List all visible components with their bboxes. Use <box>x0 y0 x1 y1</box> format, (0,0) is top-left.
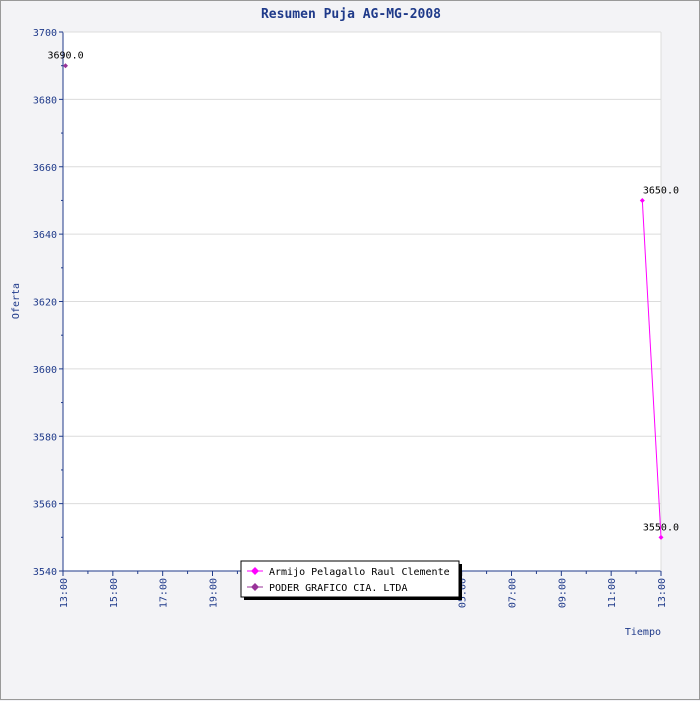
y-tick-label: 3680 <box>33 95 57 106</box>
legend-label-1: PODER GRAFICO CIA. LTDA <box>269 583 407 594</box>
series-layer: 3650.0 3550.0 3690.0 <box>47 51 679 540</box>
legend: Armijo Pelagallo Raul Clemente PODER GRA… <box>240 560 462 600</box>
legend-box <box>240 560 460 598</box>
x-tick-label: 05:00 <box>458 578 469 608</box>
data-point <box>658 534 664 540</box>
legend-marker-1 <box>251 583 259 591</box>
x-tick-label: 17:00 <box>159 578 170 608</box>
data-point <box>639 197 645 203</box>
y-tick-label: 3560 <box>33 500 57 511</box>
y-tick-label: 3640 <box>33 230 57 241</box>
y-tick-label: 3540 <box>33 567 57 578</box>
y-tick-label: 3620 <box>33 298 57 309</box>
y-axis-label: Oferta <box>11 283 22 319</box>
x-axis-label: Tiempo <box>625 627 661 638</box>
x-tick-label: 19:00 <box>209 578 220 608</box>
data-label: 3550.0 <box>643 522 679 533</box>
y-tick-label: 3700 <box>33 28 57 39</box>
legend-marker-0 <box>251 567 259 575</box>
x-tick-label: 15:00 <box>109 578 120 608</box>
data-label: 3690.0 <box>47 51 83 62</box>
x-tick-label: 13:00 <box>59 578 70 608</box>
x-tick-label: 13:00 <box>657 578 668 608</box>
ticks: 3540 3560 3580 3600 3620 3640 3660 3680 3700 13:0… <box>33 28 668 608</box>
y-tick-label: 3660 <box>33 163 57 174</box>
data-point <box>62 63 68 69</box>
chart-title: Resumen Puja AG-MG-2008 <box>261 7 441 22</box>
x-tick-label: 11:00 <box>607 578 618 608</box>
x-tick-label: 09:00 <box>557 578 568 608</box>
data-label: 3650.0 <box>643 185 679 196</box>
x-tick-label: 07:00 <box>508 578 519 608</box>
legend-label-0: Armijo Pelagallo Raul Clemente <box>269 567 450 578</box>
y-tick-label: 3580 <box>33 432 57 443</box>
series-line-0 <box>641 200 662 538</box>
y-tick-label: 3600 <box>33 365 57 376</box>
